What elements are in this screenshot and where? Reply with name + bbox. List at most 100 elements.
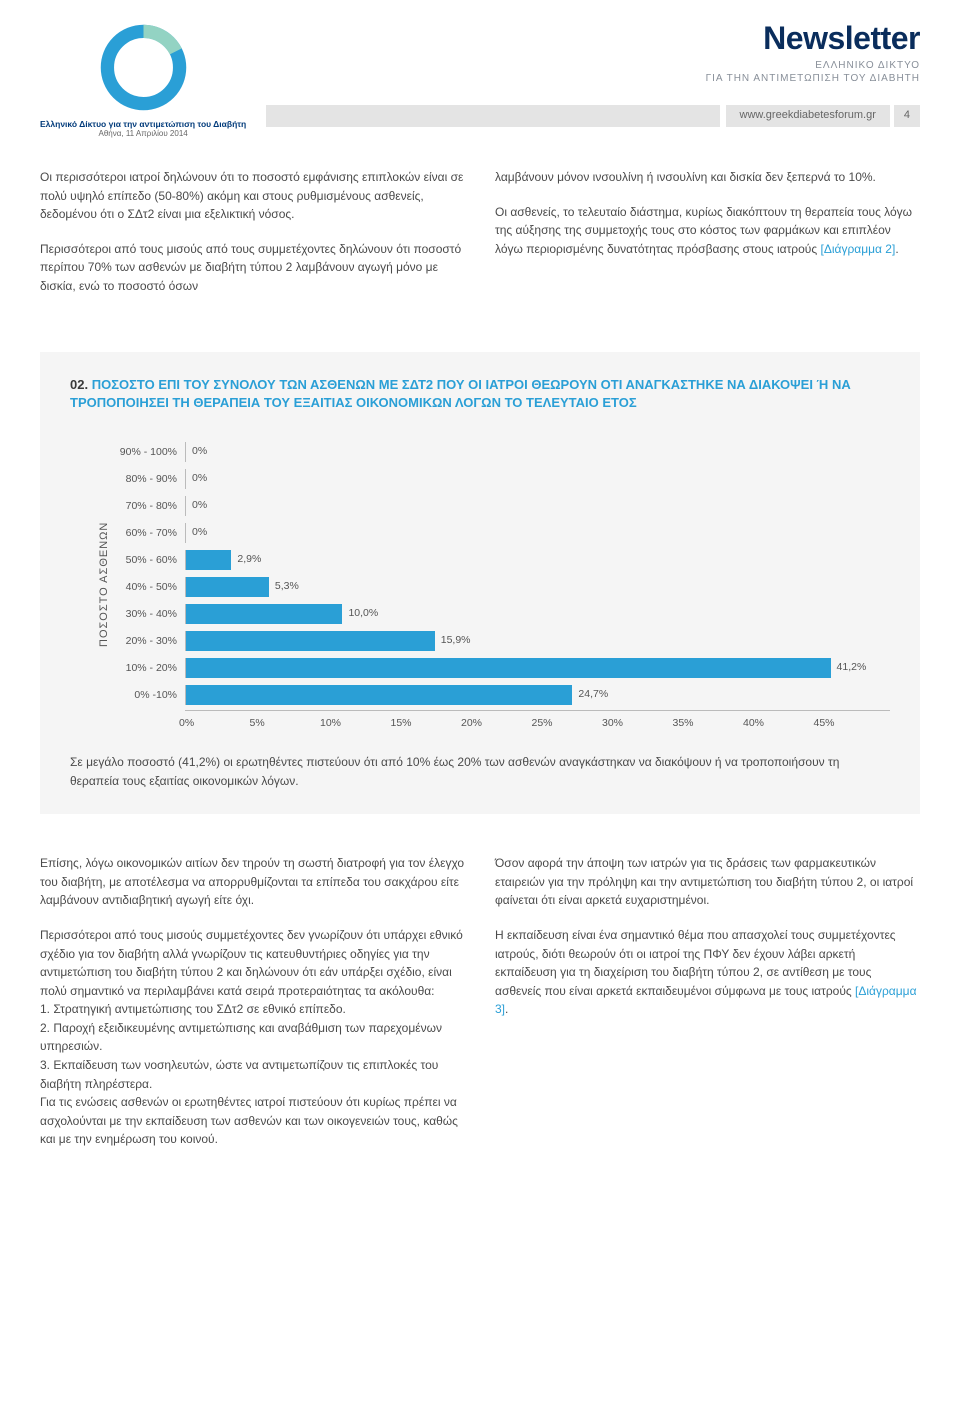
intro-left-p2: Περισσότεροι από τους μισούς από τους συ… — [40, 240, 465, 296]
bar-category: 10% - 20% — [110, 662, 185, 674]
bar-track: 41,2% — [185, 658, 890, 678]
page-number: 4 — [894, 105, 920, 127]
bar-value-label: 5,3% — [275, 580, 299, 592]
bar-value-label: 0% — [192, 472, 207, 484]
lower-left-p2: Περισσότεροι από τους μισούς συμμετέχοντ… — [40, 926, 465, 1000]
logo-block: Ελληνικό Δίκτυο για την αντιμετώπιση του… — [40, 20, 246, 138]
bar-row: 30% - 40% 10,0% — [110, 602, 890, 626]
bar-row: 60% - 70% 0% — [110, 521, 890, 545]
site-url: www.greekdiabetesforum.gr — [726, 105, 890, 127]
lower-left-li2: 2. Παροχή εξειδικευμένης αντιμετώπισης κ… — [40, 1019, 465, 1056]
bar-category: 60% - 70% — [110, 527, 185, 539]
bar-track: 5,3% — [185, 577, 890, 597]
bars-block: 90% - 100%0%80% - 90%0%70% - 80%0%60% - … — [110, 440, 890, 729]
bar-fill — [186, 631, 435, 651]
bar-fill — [186, 685, 572, 705]
chart-box: 02. ΠΟΣΟΣΤΟ ΕΠΙ ΤΟΥ ΣΥΝΟΛΟΥ ΤΩΝ ΑΣΘΕΝΩΝ … — [40, 352, 920, 815]
bar-fill — [186, 604, 342, 624]
bar-row: 20% - 30% 15,9% — [110, 629, 890, 653]
bar-category: 20% - 30% — [110, 635, 185, 647]
bar-row: 80% - 90% 0% — [110, 467, 890, 491]
bar-category: 70% - 80% — [110, 500, 185, 512]
lower-left-p1: Επίσης, λόγω οικονομικών αιτίων δεν τηρο… — [40, 854, 465, 910]
bar-track: 2,9% — [185, 550, 890, 570]
page: Ελληνικό Δίκτυο για την αντιμετώπιση του… — [0, 0, 960, 1209]
intro-right: λαμβάνουν μόνον ινσουλίνη ή ινσουλίνη κα… — [495, 168, 920, 312]
bar-value-label: 15,9% — [441, 634, 471, 646]
subtitle-line-1: ΕΛΛΗΝΙΚΟ ΔΙΚΤΥΟ — [815, 60, 920, 71]
bar-row: 40% - 50% 5,3% — [110, 575, 890, 599]
header-right: Newsletter ΕΛΛΗΝΙΚΟ ΔΙΚΤΥΟ ΓΙΑ ΤΗΝ ΑΝΤΙΜ… — [266, 20, 920, 127]
intro-right-p1: λαμβάνουν μόνον ινσουλίνη ή ινσουλίνη κα… — [495, 168, 920, 187]
lower-right-p2-text: Η εκπαίδευση είναι ένα σημαντικό θέμα πο… — [495, 928, 896, 998]
bar-category: 30% - 40% — [110, 608, 185, 620]
header: Ελληνικό Δίκτυο για την αντιμετώπιση του… — [40, 20, 920, 138]
chart-title: ΠΟΣΟΣΤΟ ΕΠΙ ΤΟΥ ΣΥΝΟΛΟΥ ΤΩΝ ΑΣΘΕΝΩΝ ΜΕ Σ… — [70, 377, 851, 410]
lower-right-p1: Όσον αφορά την άποψη των ιατρών για τις … — [495, 854, 920, 910]
bar-track: 0% — [185, 469, 890, 489]
chart-heading: 02. ΠΟΣΟΣΤΟ ΕΠΙ ΤΟΥ ΣΥΝΟΛΟΥ ΤΩΝ ΑΣΘΕΝΩΝ … — [70, 376, 890, 412]
url-bar-spacer — [266, 105, 719, 127]
chart-area: ΠΟΣΟΣΤΟ ΑΣΘΕΝΩΝ 90% - 100%0%80% - 90%0%7… — [90, 440, 890, 729]
x-tick: 5% — [250, 717, 327, 729]
x-axis: 0%5%10%15%20%25%30%35%40%45% — [185, 710, 890, 729]
lower-right: Όσον αφορά την άποψη των ιατρών για τις … — [495, 854, 920, 1149]
bar-fill — [186, 550, 231, 570]
intro-left-p1: Οι περισσότεροι ιατροί δηλώνουν ότι το π… — [40, 168, 465, 224]
x-tick: 25% — [532, 717, 609, 729]
bar-category: 80% - 90% — [110, 473, 185, 485]
bar-category: 0% -10% — [110, 689, 185, 701]
bar-track: 10,0% — [185, 604, 890, 624]
bar-track: 0% — [185, 523, 890, 543]
chart-number: 02. — [70, 377, 88, 392]
bar-value-label: 24,7% — [578, 688, 608, 700]
intro-columns: Οι περισσότεροι ιατροί δηλώνουν ότι το π… — [40, 168, 920, 312]
bar-value-label: 10,0% — [348, 607, 378, 619]
lower-columns: Επίσης, λόγω οικονομικών αιτίων δεν τηρο… — [40, 854, 920, 1149]
bar-value-label: 2,9% — [237, 553, 261, 565]
newsletter-subtitle: ΕΛΛΗΝΙΚΟ ΔΙΚΤΥΟ ΓΙΑ ΤΗΝ ΑΝΤΙΜΕΤΩΠΙΣΗ ΤΟΥ… — [266, 59, 920, 85]
y-axis-label: ΠΟΣΟΣΤΟ ΑΣΘΕΝΩΝ — [90, 440, 110, 729]
chart-footnote: Σε μεγάλο ποσοστό (41,2%) οι ερωτηθέντες… — [70, 753, 890, 790]
bar-row: 90% - 100%0% — [110, 440, 890, 464]
bar-row: 0% -10% 24,7% — [110, 683, 890, 707]
lower-left-p3: Για τις ενώσεις ασθενών οι ερωτηθέντες ι… — [40, 1093, 465, 1149]
bar-fill — [186, 658, 831, 678]
intro-right-p2: Οι ασθενείς, το τελευταίο διάστημα, κυρί… — [495, 203, 920, 259]
x-tick: 35% — [673, 717, 750, 729]
x-tick: 45% — [814, 717, 891, 729]
intro-left: Οι περισσότεροι ιατροί δηλώνουν ότι το π… — [40, 168, 465, 312]
bar-value-label: 0% — [192, 526, 207, 538]
bar-category: 90% - 100% — [110, 446, 185, 458]
logo-date: Αθήνα, 11 Απριλίου 2014 — [99, 129, 188, 138]
x-tick: 30% — [602, 717, 679, 729]
lower-right-p2: Η εκπαίδευση είναι ένα σημαντικό θέμα πο… — [495, 926, 920, 1019]
bar-row: 50% - 60% 2,9% — [110, 548, 890, 572]
lower-left: Επίσης, λόγω οικονομικών αιτίων δεν τηρο… — [40, 854, 465, 1149]
x-tick: 10% — [320, 717, 397, 729]
subtitle-line-2: ΓΙΑ ΤΗΝ ΑΝΤΙΜΕΤΩΠΙΣΗ ΤΟΥ ΔΙΑΒΗΤΗ — [706, 73, 920, 84]
bar-value-label: 0% — [192, 499, 207, 511]
intro-right-p2-tail: . — [895, 242, 898, 256]
newsletter-title: Newsletter — [266, 20, 920, 57]
x-tick: 15% — [391, 717, 468, 729]
bar-category: 40% - 50% — [110, 581, 185, 593]
lower-left-li1: 1. Στρατηγική αντιμετώπισης του ΣΔτ2 σε … — [40, 1000, 465, 1019]
bar-row: 10% - 20% 41,2% — [110, 656, 890, 680]
bar-fill — [186, 577, 269, 597]
logo-ring-icon — [96, 20, 191, 115]
bar-category: 50% - 60% — [110, 554, 185, 566]
bar-track: 15,9% — [185, 631, 890, 651]
lower-left-li3: 3. Εκπαίδευση των νοσηλευτών, ώστε να αν… — [40, 1056, 465, 1093]
lower-right-p2-tail: . — [505, 1002, 508, 1016]
bar-track: 0% — [185, 496, 890, 516]
x-tick: 0% — [179, 717, 256, 729]
x-tick: 40% — [743, 717, 820, 729]
bar-value-label: 41,2% — [837, 661, 867, 673]
bar-row: 70% - 80% 0% — [110, 494, 890, 518]
logo-caption: Ελληνικό Δίκτυο για την αντιμετώπιση του… — [40, 119, 246, 129]
bars-container: 90% - 100%0%80% - 90%0%70% - 80%0%60% - … — [110, 440, 890, 707]
diagram-2-ref: [Διάγραμμα 2] — [820, 242, 895, 256]
url-bar: www.greekdiabetesforum.gr 4 — [266, 105, 920, 127]
bar-track: 0% — [185, 442, 890, 462]
